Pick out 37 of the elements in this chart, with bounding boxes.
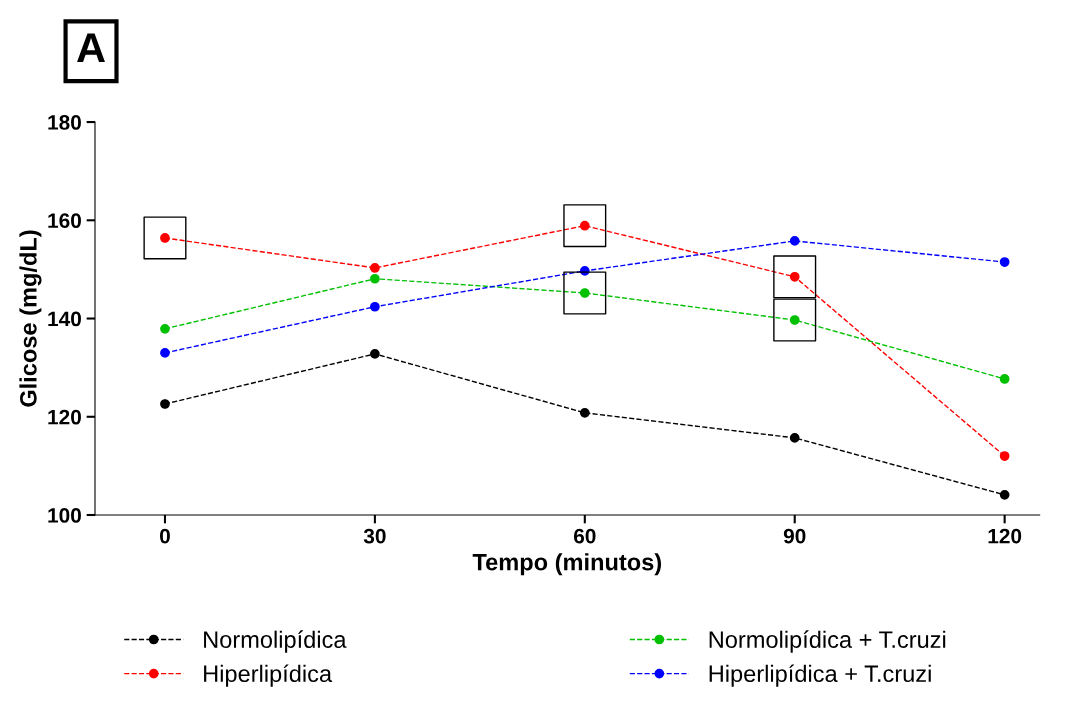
point — [579, 407, 590, 418]
point — [999, 451, 1010, 461]
point — [160, 323, 170, 334]
point — [370, 301, 380, 312]
point — [999, 489, 1010, 500]
x-tick-label: 120 — [988, 528, 1022, 544]
x-tick-label: 30 — [363, 528, 386, 544]
x-tick-label: 90 — [783, 528, 806, 544]
y-tick-label: 160 — [48, 213, 81, 229]
point — [160, 399, 170, 409]
x-axis-title: Tempo (minutos) — [472, 553, 662, 576]
point — [370, 263, 380, 273]
point — [773, 298, 817, 342]
point — [370, 349, 380, 359]
y-tick-label: 180 — [48, 115, 81, 130]
legend-label: Hiperlipídica + T.cruzi — [709, 664, 931, 687]
y-tick-label: 140 — [48, 311, 81, 327]
x-tick-label: 0 — [160, 528, 170, 544]
point — [789, 433, 800, 443]
point — [999, 257, 1010, 267]
legend-label: Normolipídica + T.cruzi — [709, 630, 946, 653]
y-axis-title: Glicose (mg/dL) — [19, 230, 42, 407]
point — [143, 216, 187, 260]
text: A — [77, 33, 105, 63]
point — [999, 374, 1010, 384]
point — [160, 233, 170, 243]
point — [789, 236, 800, 246]
point — [563, 271, 607, 315]
point — [160, 348, 170, 358]
point — [563, 204, 607, 248]
y-tick-label: 120 — [48, 409, 81, 425]
y-tick-label: 100 — [48, 508, 81, 523]
legend-label: Hiperlipídica — [204, 664, 333, 687]
legend-label: Normolipídica — [204, 630, 347, 653]
point — [370, 273, 380, 284]
point — [773, 255, 817, 299]
x-tick-label: 60 — [573, 528, 596, 544]
